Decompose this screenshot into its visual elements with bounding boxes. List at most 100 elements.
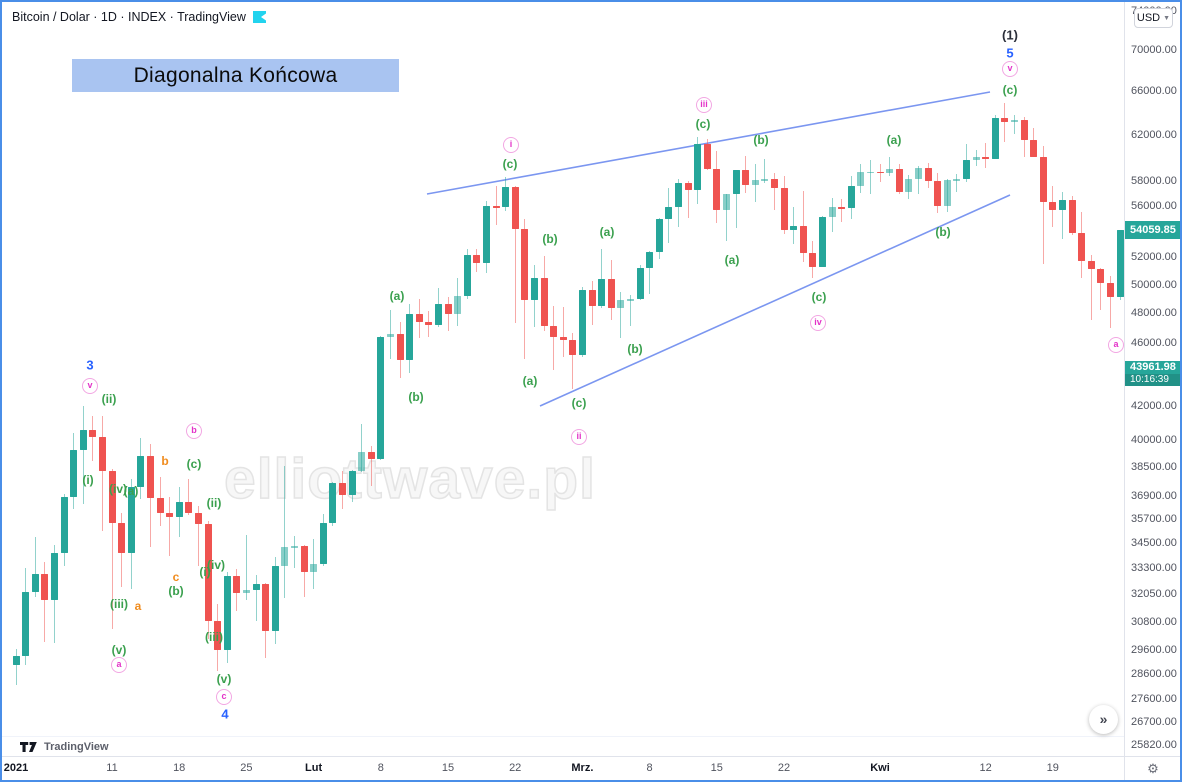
wave-label[interactable]: iii	[696, 97, 712, 113]
wave-label[interactable]: (b)	[168, 584, 184, 598]
time-tick-label: 15	[710, 762, 723, 774]
countdown-price-label: 43961.98 10:16:39	[1125, 361, 1180, 387]
time-tick-label: Mrz.	[571, 762, 594, 774]
currency-dropdown[interactable]: USD ▼	[1134, 8, 1173, 28]
wave-label[interactable]: (a)	[389, 289, 405, 303]
price-tick-label: 56000.00	[1131, 199, 1177, 212]
candle-body	[233, 576, 241, 594]
candle-body	[1010, 120, 1018, 123]
candle-wick	[735, 169, 737, 229]
gear-icon[interactable]: ⚙	[1147, 761, 1159, 776]
brand-text[interactable]: TradingView	[44, 740, 109, 753]
candle-body	[425, 321, 433, 326]
candle-wick	[553, 306, 555, 370]
annotation-text-box[interactable]: Diagonalna Końcowa	[72, 59, 399, 92]
candle-body	[578, 290, 586, 355]
candle-body	[1039, 156, 1047, 203]
price-tick-label: 40000.00	[1131, 434, 1177, 447]
wave-label[interactable]: (b)	[408, 390, 424, 404]
symbol-header[interactable]: Bitcoin / Dolar · 1D · INDEX · TradingVi…	[12, 10, 266, 24]
wave-label[interactable]: (c)	[695, 117, 711, 131]
price-axis[interactable]: 74000.0070000.0066000.0062000.0058000.00…	[1124, 2, 1180, 756]
wave-label[interactable]: (b)	[935, 225, 951, 239]
candle-wick	[245, 535, 247, 600]
wave-label[interactable]: v	[82, 378, 98, 394]
candle-body	[530, 277, 538, 301]
wave-label[interactable]: (1)	[1002, 27, 1018, 43]
wave-label[interactable]: (v)	[216, 672, 232, 686]
wave-label[interactable]: (b)	[753, 133, 769, 147]
time-tick-label: 12	[979, 762, 992, 774]
candle-wick	[802, 190, 804, 262]
price-tick-label: 33300.00	[1131, 561, 1177, 574]
wave-label[interactable]: (i)	[199, 565, 211, 579]
wave-label[interactable]: iv	[810, 315, 826, 331]
wave-label[interactable]: a	[134, 599, 142, 613]
wave-label[interactable]: (c)	[1002, 83, 1018, 97]
candle-wick	[764, 159, 766, 183]
wave-label[interactable]: (c)	[811, 290, 827, 304]
wave-label[interactable]: 3	[86, 357, 94, 373]
wave-label[interactable]: c	[172, 570, 180, 584]
wave-label[interactable]: (a)	[724, 253, 740, 267]
wave-label[interactable]: 4	[221, 706, 229, 722]
candle-body	[780, 188, 788, 230]
candle-body	[98, 437, 106, 472]
candle-wick	[572, 332, 574, 389]
wave-label[interactable]: (c)	[186, 457, 202, 471]
wave-label[interactable]: (a)	[599, 225, 615, 239]
axis-corner-cell: ⚙	[1124, 756, 1180, 780]
wave-label[interactable]: (ii)	[101, 392, 117, 406]
wave-label[interactable]: (iii)	[110, 597, 128, 611]
wave-label[interactable]: a	[111, 657, 127, 673]
wave-label[interactable]: (a)	[886, 133, 902, 147]
chart-plot-area[interactable]: elliottwave.pl Bitcoin / Dolar · 1D · IN…	[2, 2, 1124, 756]
candle-body	[991, 117, 999, 159]
price-tick-label: 50000.00	[1131, 278, 1177, 291]
candle-body	[482, 206, 490, 263]
candle-wick	[562, 307, 564, 358]
wave-label[interactable]: (iii)	[205, 630, 223, 644]
candle-body	[329, 483, 337, 524]
tradingview-logo-icon[interactable]	[20, 741, 38, 753]
countdown-timer: 10:16:39	[1125, 374, 1180, 387]
wave-label[interactable]: b	[161, 454, 169, 468]
wave-label[interactable]: v	[1002, 61, 1018, 77]
wave-label[interactable]: (c)	[571, 396, 587, 410]
price-tick-label: 32050.00	[1131, 588, 1177, 601]
wave-label[interactable]: (a)	[522, 374, 538, 388]
candle-wick	[601, 248, 603, 308]
wave-label[interactable]: (b)	[627, 342, 643, 356]
wave-label[interactable]: i	[503, 137, 519, 153]
wave-label[interactable]: (c)	[502, 157, 518, 171]
candle-body	[406, 313, 414, 361]
price-tick-label: 30800.00	[1131, 616, 1177, 629]
wave-label[interactable]: c	[216, 689, 232, 705]
wave-label[interactable]: (iv)	[109, 482, 127, 496]
flag-icon[interactable]	[252, 11, 266, 23]
candle-body	[1068, 199, 1076, 234]
price-tick-label: 34500.00	[1131, 537, 1177, 550]
candle-body	[838, 207, 846, 209]
wave-label[interactable]: a	[1108, 337, 1124, 353]
wave-label[interactable]: (v)	[111, 643, 127, 657]
wave-label[interactable]: 5	[1006, 45, 1014, 61]
candle-body	[463, 255, 471, 297]
wave-label[interactable]: ii	[571, 429, 587, 445]
attribution-bar: TradingView	[2, 736, 1124, 756]
candle-body	[694, 143, 702, 191]
candle-body	[1097, 269, 1105, 284]
wave-label[interactable]: (a)	[123, 484, 139, 498]
wave-label[interactable]: (i)	[82, 473, 94, 487]
wave-label[interactable]: b	[186, 423, 202, 439]
candle-body	[358, 452, 366, 472]
candle-body	[252, 583, 260, 591]
collapse-chevrons-button[interactable]: »	[1089, 705, 1118, 734]
time-axis[interactable]: 2021 11 18 25 Lut 8 15 22 Mrz. 8 15 22 Kwi 12 19	[2, 756, 1124, 780]
price-tick-label: 25820.00	[1131, 739, 1177, 752]
wave-label[interactable]: (b)	[542, 232, 558, 246]
wave-label[interactable]: (ii)	[206, 496, 222, 510]
candle-body	[262, 583, 270, 632]
wave-label[interactable]: (iv)	[207, 558, 225, 572]
